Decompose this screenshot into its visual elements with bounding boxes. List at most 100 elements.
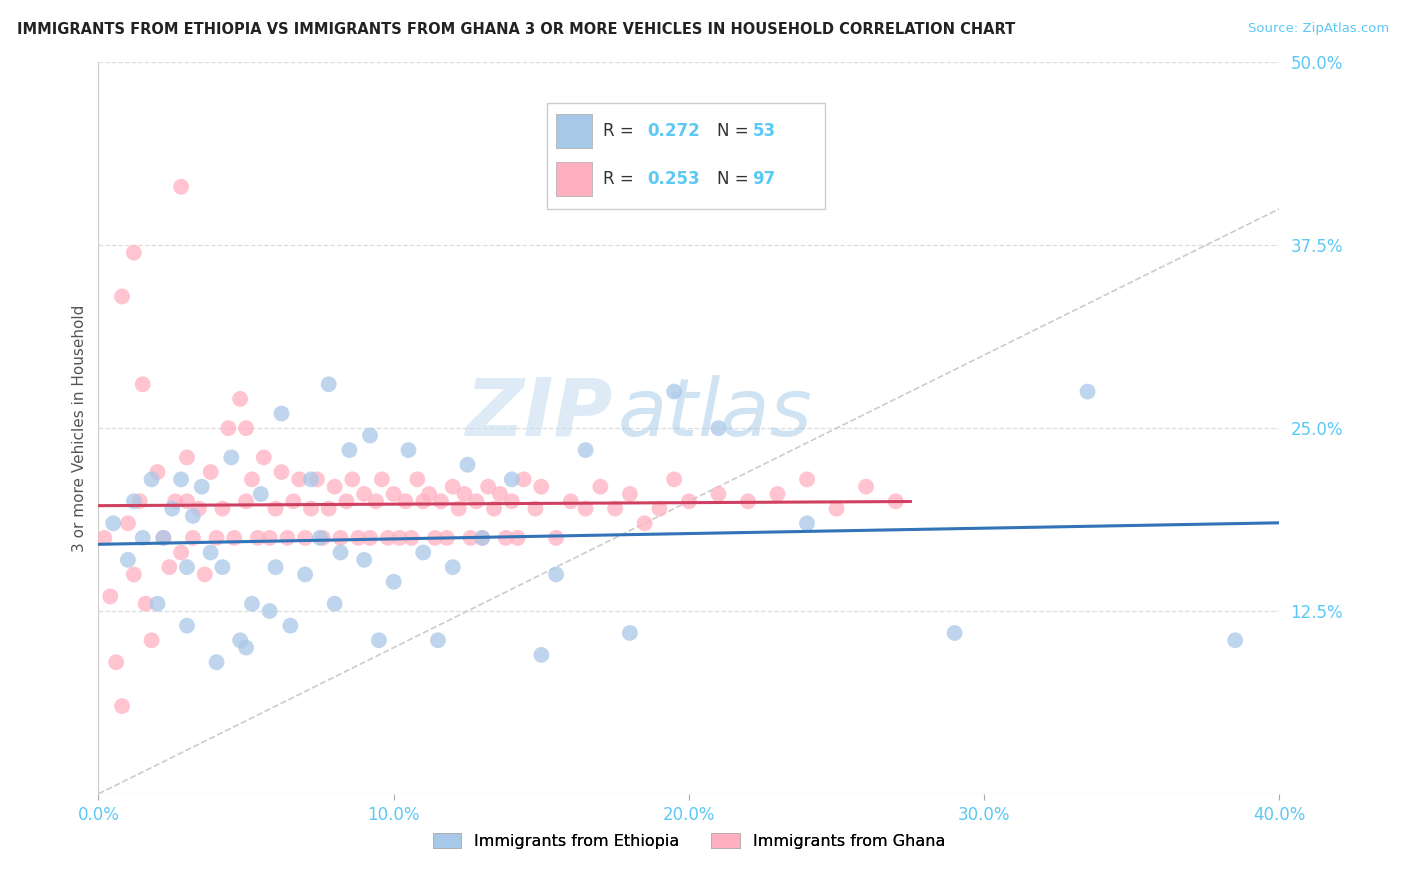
- Point: [309, 531, 332, 545]
- Text: ZIP: ZIP: [465, 375, 612, 452]
- Point: [737, 494, 759, 508]
- Point: [229, 633, 252, 648]
- Point: [575, 443, 598, 458]
- Point: [575, 501, 598, 516]
- Point: [406, 472, 429, 486]
- Point: [250, 487, 273, 501]
- Point: [1077, 384, 1099, 399]
- Point: [423, 531, 446, 545]
- Point: [943, 626, 966, 640]
- Point: [796, 516, 818, 531]
- Point: [457, 458, 479, 472]
- Text: atlas: atlas: [619, 375, 813, 452]
- Point: [288, 472, 311, 486]
- Point: [217, 421, 239, 435]
- Point: [246, 531, 269, 545]
- Point: [146, 597, 169, 611]
- Point: [170, 472, 193, 486]
- Point: [103, 516, 125, 531]
- Point: [221, 450, 243, 465]
- Point: [347, 531, 370, 545]
- Text: IMMIGRANTS FROM ETHIOPIA VS IMMIGRANTS FROM GHANA 3 OR MORE VEHICLES IN HOUSEHOL: IMMIGRANTS FROM ETHIOPIA VS IMMIGRANTS F…: [17, 22, 1015, 37]
- Point: [368, 633, 391, 648]
- Point: [264, 560, 287, 574]
- Point: [205, 655, 228, 669]
- Point: [211, 501, 233, 516]
- Point: [489, 487, 512, 501]
- Point: [187, 501, 209, 516]
- Point: [418, 487, 440, 501]
- Point: [506, 531, 529, 545]
- Point: [427, 633, 450, 648]
- Point: [117, 553, 139, 567]
- Point: [530, 648, 553, 662]
- Point: [152, 531, 174, 545]
- Point: [619, 487, 641, 501]
- Point: [305, 472, 328, 486]
- Point: [235, 640, 257, 655]
- Point: [430, 494, 453, 508]
- Y-axis label: 3 or more Vehicles in Household: 3 or more Vehicles in Household: [72, 304, 87, 552]
- Point: [382, 574, 405, 589]
- Point: [664, 472, 686, 486]
- Point: [240, 597, 263, 611]
- Point: [678, 494, 700, 508]
- Point: [342, 472, 364, 486]
- Text: Source: ZipAtlas.com: Source: ZipAtlas.com: [1249, 22, 1389, 36]
- Point: [329, 531, 352, 545]
- Point: [176, 494, 198, 508]
- Point: [93, 531, 115, 545]
- Point: [546, 531, 568, 545]
- Point: [441, 480, 464, 494]
- Point: [283, 494, 305, 508]
- Point: [524, 501, 547, 516]
- Point: [501, 494, 523, 508]
- Point: [141, 633, 163, 648]
- Point: [447, 501, 470, 516]
- Point: [398, 443, 420, 458]
- Point: [318, 501, 340, 516]
- Point: [276, 531, 298, 545]
- Point: [884, 494, 907, 508]
- Point: [294, 531, 316, 545]
- Point: [253, 450, 276, 465]
- Point: [855, 480, 877, 494]
- Point: [412, 545, 434, 559]
- Point: [471, 531, 494, 545]
- Point: [111, 699, 134, 714]
- Point: [441, 560, 464, 574]
- Point: [707, 487, 730, 501]
- Point: [796, 472, 818, 486]
- Point: [501, 472, 523, 486]
- Point: [157, 560, 180, 574]
- Point: [280, 618, 302, 632]
- Point: [98, 590, 121, 604]
- Point: [312, 531, 335, 545]
- Point: [235, 494, 257, 508]
- Point: [648, 501, 671, 516]
- Point: [240, 472, 263, 486]
- Point: [181, 508, 204, 523]
- Point: [270, 407, 292, 421]
- Point: [512, 472, 534, 486]
- Point: [359, 531, 381, 545]
- Point: [1225, 633, 1247, 648]
- Point: [152, 531, 174, 545]
- Point: [388, 531, 411, 545]
- Point: [294, 567, 316, 582]
- Point: [482, 501, 505, 516]
- Point: [619, 626, 641, 640]
- Point: [465, 494, 488, 508]
- Point: [135, 597, 157, 611]
- Point: [605, 501, 627, 516]
- Point: [176, 450, 198, 465]
- Point: [323, 597, 346, 611]
- Point: [200, 545, 222, 559]
- Point: [471, 531, 494, 545]
- Point: [335, 494, 357, 508]
- Point: [664, 384, 686, 399]
- Point: [211, 560, 233, 574]
- Point: [181, 531, 204, 545]
- Point: [299, 472, 322, 486]
- Point: [323, 480, 346, 494]
